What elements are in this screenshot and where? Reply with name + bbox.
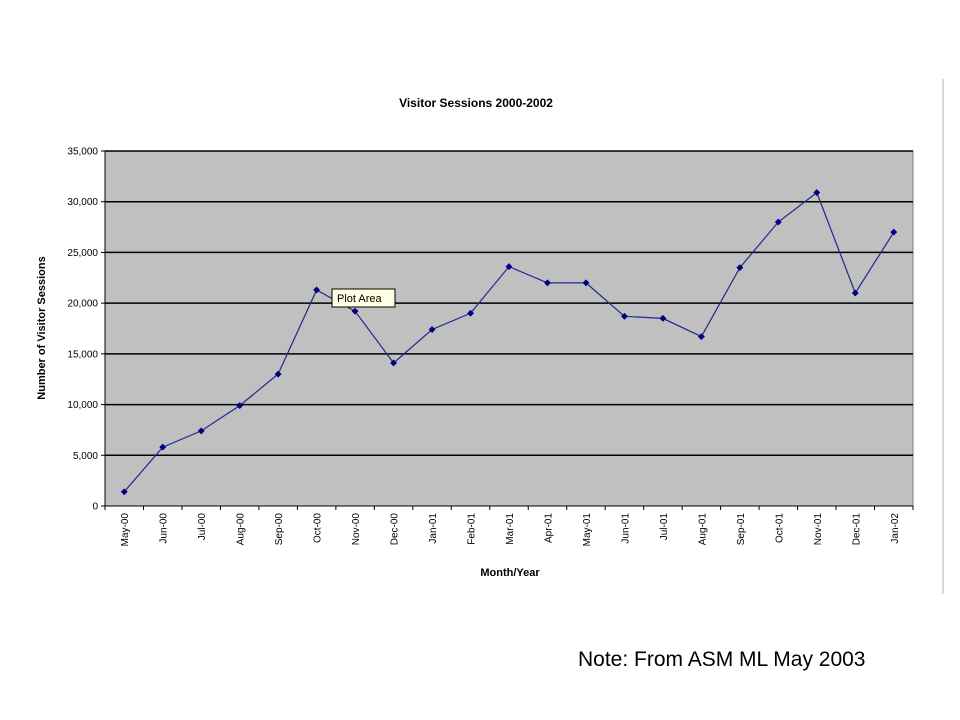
- tooltip-box: [331, 288, 396, 308]
- source-note: Note: From ASM ML May 2003: [578, 648, 866, 671]
- plot-area-tooltip: Plot Area: [331, 288, 396, 308]
- data-point-marker[interactable]: [351, 307, 359, 315]
- series-layer: [120, 189, 898, 496]
- data-point-marker[interactable]: [851, 289, 859, 297]
- x-tick-label: Aug-01: [697, 513, 708, 546]
- y-tick-label: 5,000: [73, 451, 98, 462]
- y-tick-label: 10,000: [67, 400, 98, 411]
- y-axis-title: Number of Visitor Sessions: [36, 256, 48, 399]
- x-tick-label: May-01: [582, 513, 593, 547]
- y-tick-label: 30,000: [67, 197, 98, 208]
- data-point-marker[interactable]: [659, 314, 667, 322]
- plot-area[interactable]: [104, 150, 914, 507]
- x-tick-label: Mar-01: [505, 513, 516, 545]
- chart-title: Visitor Sessions 2000-2002: [399, 96, 553, 110]
- x-axis-title: Month/Year: [480, 567, 540, 579]
- x-tick-label: Aug-00: [236, 513, 247, 546]
- y-tick-label: 35,000: [67, 147, 98, 158]
- data-point-marker[interactable]: [466, 309, 475, 317]
- y-tick-label: 15,000: [67, 349, 98, 360]
- data-point-marker[interactable]: [890, 228, 898, 236]
- x-tick-label: Nov-00: [351, 513, 362, 546]
- y-tick-labels: 0 5,000 10,000 15,000 20,000 25,000 30,000 35,0…: [67, 147, 98, 513]
- x-tick-label: Jan-02: [890, 513, 901, 544]
- data-point-marker[interactable]: [620, 312, 628, 320]
- x-tick-label: Apr-01: [543, 513, 554, 543]
- x-tick-labels: May-00 Jun-00 Jul-00 Aug-00 Sep-00 Oct-00 Nov-…: [120, 513, 901, 547]
- data-point-marker[interactable]: [313, 286, 321, 294]
- x-tick-label: May-00: [120, 513, 131, 547]
- data-point-marker[interactable]: [582, 279, 590, 287]
- x-tick-label: Sep-00: [274, 513, 285, 546]
- y-tick-label: 0: [92, 502, 98, 513]
- tooltip-text: Plot Area: [337, 293, 383, 305]
- data-point-marker[interactable]: [697, 333, 705, 341]
- x-tick-label: Jul-01: [659, 513, 670, 541]
- x-tick-label: Jun-01: [620, 513, 631, 544]
- data-point-marker[interactable]: [390, 359, 398, 367]
- chart-frame: Visitor Sessions 2000-2002 0 5,000 10,000 1…: [18, 79, 944, 594]
- y-tick-label: 25,000: [67, 248, 98, 259]
- data-point-marker[interactable]: [274, 370, 282, 378]
- data-point-marker[interactable]: [774, 218, 782, 226]
- x-tick-label: Jul-00: [197, 513, 208, 541]
- x-tick-label: Sep-01: [736, 513, 747, 546]
- data-point-marker[interactable]: [197, 427, 205, 435]
- data-point-marker[interactable]: [120, 488, 128, 496]
- chart-svg: Visitor Sessions 2000-2002 0 5,000 10,000 1…: [36, 96, 914, 579]
- x-tick-label: Feb-01: [467, 513, 478, 545]
- y-tick-label: 20,000: [67, 299, 98, 310]
- x-tick-label: Jan-01: [428, 513, 439, 544]
- data-point-marker[interactable]: [505, 263, 513, 271]
- data-point-marker[interactable]: [813, 189, 821, 197]
- x-tick-label: Dec-01: [851, 513, 862, 546]
- data-point-marker[interactable]: [236, 402, 244, 410]
- data-point-marker[interactable]: [543, 279, 552, 287]
- x-tick-label: Dec-00: [390, 513, 401, 546]
- x-tick-label: Jun-00: [159, 513, 170, 544]
- axes: [101, 150, 914, 510]
- data-point-marker[interactable]: [428, 325, 436, 334]
- x-tick-label: Oct-00: [313, 513, 324, 543]
- x-tick-label: Nov-01: [813, 513, 824, 546]
- data-point-marker[interactable]: [736, 264, 744, 272]
- data-point-marker[interactable]: [159, 443, 167, 451]
- x-tick-label: Oct-01: [774, 513, 785, 543]
